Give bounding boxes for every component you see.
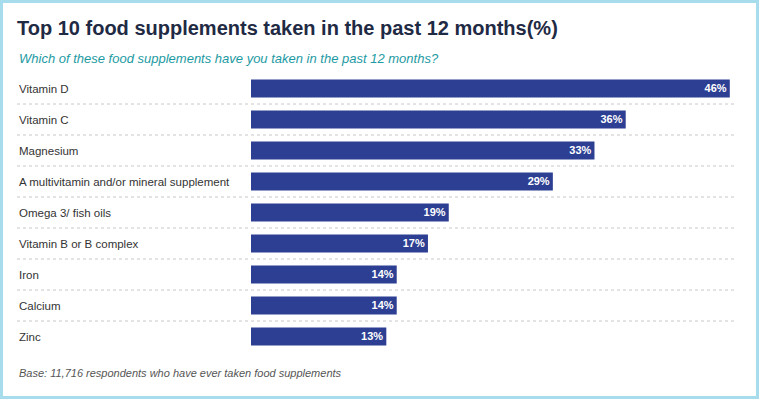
svg-text:46%: 46% [705, 82, 727, 94]
svg-text:Vitamin C: Vitamin C [19, 114, 69, 126]
svg-text:14%: 14% [372, 299, 394, 311]
svg-text:Vitamin B or B complex: Vitamin B or B complex [19, 238, 139, 250]
svg-text:Omega 3/ fish oils: Omega 3/ fish oils [19, 207, 111, 219]
svg-text:Base: 11,716 respondents who h: Base: 11,716 respondents who have ever t… [19, 367, 342, 379]
svg-text:Which of these food supplement: Which of these food supplements have you… [19, 51, 439, 66]
svg-text:Vitamin D: Vitamin D [19, 83, 69, 95]
svg-text:33%: 33% [569, 144, 591, 156]
svg-text:13%: 13% [361, 330, 383, 342]
svg-text:Iron: Iron [19, 269, 39, 281]
svg-text:Magnesium: Magnesium [19, 145, 78, 157]
svg-text:Calcium: Calcium [19, 300, 61, 312]
svg-text:Zinc: Zinc [19, 331, 41, 343]
svg-text:A multivitamin and/or mineral: A multivitamin and/or mineral supplement [19, 176, 230, 188]
svg-text:Top 10 food supplements taken: Top 10 food supplements taken in the pas… [17, 17, 558, 39]
svg-text:29%: 29% [528, 175, 550, 187]
svg-text:19%: 19% [424, 206, 446, 218]
svg-text:36%: 36% [601, 113, 623, 125]
svg-text:17%: 17% [403, 237, 425, 249]
svg-text:14%: 14% [372, 268, 394, 280]
